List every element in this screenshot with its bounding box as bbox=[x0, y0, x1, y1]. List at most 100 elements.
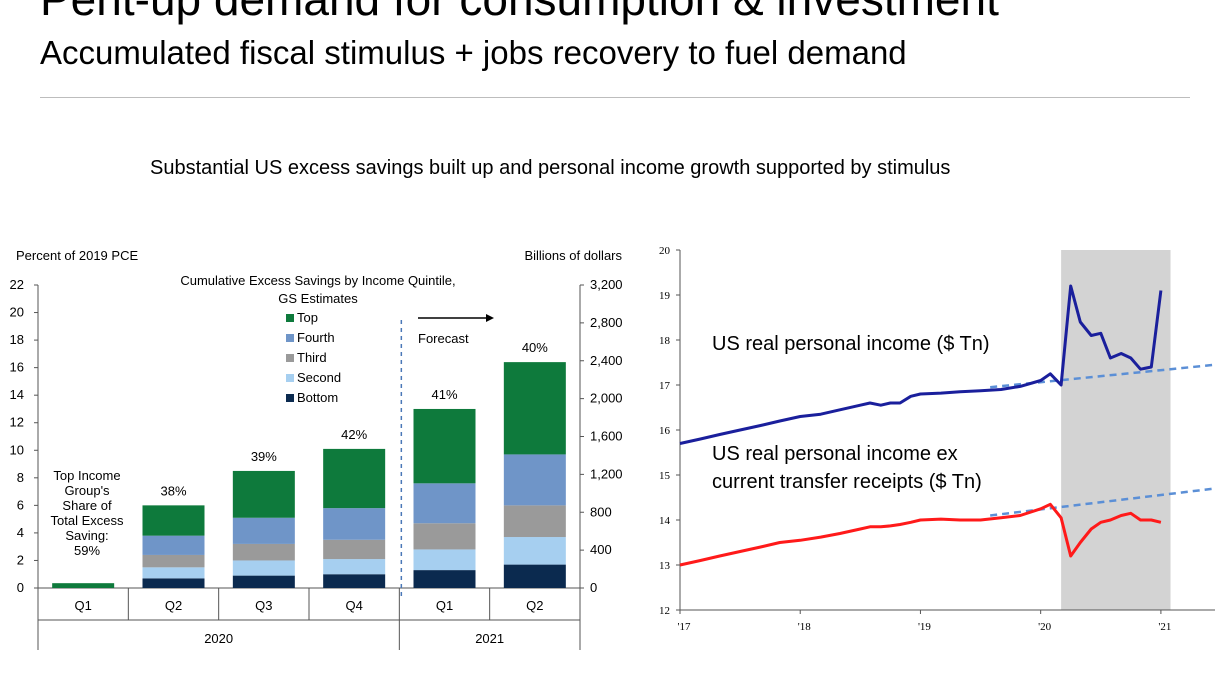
right-y-tick-label: 400 bbox=[590, 542, 612, 557]
bar-segment-bottom bbox=[413, 570, 476, 588]
income-series-line bbox=[679, 284, 1163, 445]
excess-savings-chart: Percent of 2019 PCE Billions of dollars … bbox=[10, 248, 623, 650]
year-label: 2021 bbox=[475, 631, 504, 646]
right-y-tick-label: 1,600 bbox=[590, 429, 623, 444]
bar-segment-second bbox=[503, 537, 566, 565]
income-series-label: US real personal income ($ Tn) bbox=[712, 333, 990, 355]
bar-segment-second bbox=[323, 559, 386, 575]
bar-segment-third bbox=[413, 523, 476, 550]
left-y-tick-label: 8 bbox=[17, 470, 24, 485]
top-share-annotation-line: 59% bbox=[74, 543, 100, 558]
legend-swatch-bottom bbox=[286, 394, 294, 402]
bar-segment-bottom bbox=[142, 578, 205, 588]
top-share-label: 38% bbox=[160, 483, 186, 498]
bar-segment-fourth bbox=[232, 517, 295, 544]
bar-segment-fourth bbox=[323, 508, 386, 540]
x-tick-label: '20 bbox=[1038, 621, 1051, 633]
left-y-tick-label: 2 bbox=[17, 552, 24, 567]
top-share-annotation-line: Share of bbox=[62, 498, 112, 513]
y-tick-label: 14 bbox=[659, 515, 671, 527]
category-label: Q1 bbox=[436, 598, 453, 613]
legend-label-top: Top bbox=[297, 310, 318, 325]
bar-segment-third bbox=[142, 554, 205, 568]
category-label: Q2 bbox=[165, 598, 182, 613]
y-tick-label: 17 bbox=[659, 380, 671, 392]
x-tick-label: '17 bbox=[678, 621, 691, 633]
legend-swatch-fourth bbox=[286, 334, 294, 342]
right-y-tick-label: 2,800 bbox=[590, 315, 623, 330]
top-share-annotation-line: Group's bbox=[64, 483, 110, 498]
bar-segment-fourth bbox=[413, 483, 476, 524]
legend-label-fourth: Fourth bbox=[297, 330, 335, 345]
right-y-tick-label: 2,400 bbox=[590, 353, 623, 368]
y-tick-label: 12 bbox=[659, 605, 670, 617]
bar-segment-second bbox=[142, 567, 205, 579]
year-label: 2020 bbox=[204, 631, 233, 646]
right-axis-label: Billions of dollars bbox=[524, 248, 622, 263]
x-tick-label: '19 bbox=[918, 621, 931, 633]
ex-transfers-series-line bbox=[679, 502, 1162, 567]
left-y-tick-label: 10 bbox=[10, 442, 24, 457]
bar-segment-top bbox=[52, 583, 115, 588]
bar-segment-fourth bbox=[142, 535, 205, 555]
chart-caption: Substantial US excess savings built up a… bbox=[150, 157, 951, 179]
legend-swatch-top bbox=[286, 314, 294, 322]
top-share-label: 39% bbox=[251, 449, 277, 464]
forecast-arrow-head bbox=[486, 314, 494, 322]
bar-segment-bottom bbox=[323, 574, 386, 588]
left-y-tick-label: 6 bbox=[17, 497, 24, 512]
recession-shading bbox=[1061, 250, 1171, 610]
forecast-label: Forecast bbox=[418, 331, 469, 346]
personal-income-chart: 12 13 14 15 16 17 18 19 20 '17 '18 '19 '20 '21 US rea… bbox=[659, 245, 1216, 633]
bar-segment-bottom bbox=[232, 575, 295, 588]
left-y-tick-label: 20 bbox=[10, 305, 24, 320]
top-share-label: 41% bbox=[431, 387, 457, 402]
left-y-tick-label: 16 bbox=[10, 360, 24, 375]
left-y-tick-label: 22 bbox=[10, 277, 24, 292]
bar-segment-top bbox=[413, 408, 476, 484]
top-share-label: 40% bbox=[522, 340, 548, 355]
y-tick-label: 13 bbox=[659, 560, 671, 572]
trend-line bbox=[990, 487, 1216, 517]
category-label: Q4 bbox=[345, 598, 362, 613]
legend-label-bottom: Bottom bbox=[297, 390, 338, 405]
bar-segment-second bbox=[232, 560, 295, 576]
page-subtitle: Accumulated fiscal stimulus + jobs recov… bbox=[40, 34, 907, 71]
top-share-annotation-line: Total Excess bbox=[51, 513, 124, 528]
ex-transfers-label-line1: US real personal income ex bbox=[712, 443, 958, 465]
bar-segment-third bbox=[232, 543, 295, 561]
right-y-tick-label: 800 bbox=[590, 504, 612, 519]
y-tick-label: 18 bbox=[659, 335, 671, 347]
left-axis-label: Percent of 2019 PCE bbox=[16, 248, 138, 263]
bar-segment-top bbox=[142, 505, 205, 536]
bar-segment-fourth bbox=[503, 454, 566, 506]
x-tick-label: '21 bbox=[1158, 621, 1171, 633]
left-y-tick-label: 4 bbox=[17, 525, 24, 540]
bar-segment-top bbox=[323, 448, 386, 509]
bar-segment-third bbox=[503, 505, 566, 538]
right-y-tick-label: 2,000 bbox=[590, 391, 623, 406]
y-tick-label: 15 bbox=[659, 470, 671, 482]
title-divider bbox=[40, 97, 1190, 98]
y-tick-label: 19 bbox=[659, 290, 671, 302]
bar-segment-bottom bbox=[503, 564, 566, 588]
legend-swatch-second bbox=[286, 374, 294, 382]
left-y-tick-label: 18 bbox=[10, 332, 24, 347]
x-tick-label: '18 bbox=[798, 621, 811, 633]
category-label: Q1 bbox=[74, 598, 91, 613]
chart-title: Cumulative Excess Savings by Income Quin… bbox=[180, 273, 455, 288]
top-share-label: 42% bbox=[341, 427, 367, 442]
bar-segment-second bbox=[413, 549, 476, 571]
right-y-tick-label: 3,200 bbox=[590, 277, 623, 292]
bar-segment-top bbox=[503, 362, 566, 455]
left-y-tick-label: 12 bbox=[10, 415, 24, 430]
legend-label-second: Second bbox=[297, 370, 341, 385]
ex-transfers-label-line2: current transfer receipts ($ Tn) bbox=[712, 471, 982, 493]
category-label: Q3 bbox=[255, 598, 272, 613]
bar-segment-third bbox=[323, 539, 386, 560]
top-share-annotation-line: Saving: bbox=[65, 528, 108, 543]
legend-swatch-third bbox=[286, 354, 294, 362]
page-title: Pent-up demand for consumption & investm… bbox=[40, 0, 999, 25]
y-tick-label: 20 bbox=[659, 245, 671, 257]
y-tick-label: 16 bbox=[659, 425, 671, 437]
